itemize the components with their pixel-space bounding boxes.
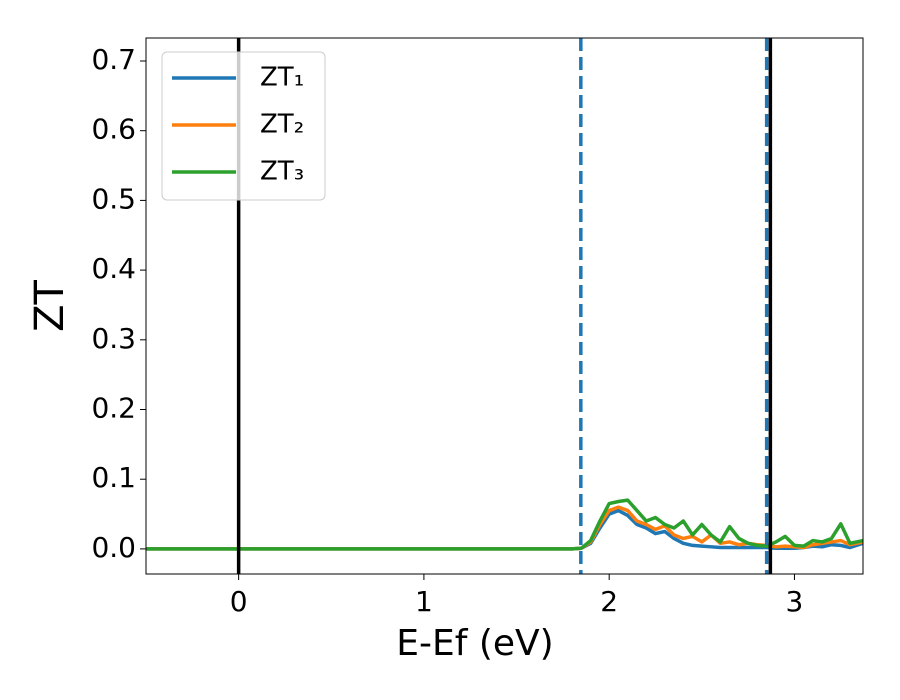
y-tick-label: 0.0 — [91, 531, 136, 564]
y-tick-label: 0.5 — [91, 182, 136, 215]
x-tick-label: 2 — [600, 585, 618, 618]
x-tick-label: 3 — [786, 585, 804, 618]
data-line — [146, 498, 863, 551]
legend-label: ZT₃ — [260, 157, 304, 187]
y-tick-label: 0.4 — [91, 252, 136, 285]
plot-area — [146, 38, 863, 574]
y-tick-label: 0.1 — [91, 461, 136, 494]
x-axis-label: E-Ef (eV) — [396, 623, 553, 664]
legend-label: ZT₂ — [260, 110, 304, 140]
x-tick-label: 0 — [230, 585, 248, 618]
y-tick-label: 0.2 — [91, 392, 136, 425]
y-tick-label: 0.3 — [91, 322, 136, 355]
legend-box — [161, 51, 326, 201]
y-axis-label: ZT — [27, 280, 73, 332]
y-tick-label: 0.7 — [91, 43, 136, 76]
legend: ZT₁ ZT₂ ZT₃ — [161, 51, 326, 201]
plot-frame — [145, 37, 864, 575]
x-tick-label: 1 — [415, 585, 433, 618]
data-line — [146, 505, 863, 551]
y-tick-label: 0.6 — [91, 113, 136, 146]
legend-label: ZT₁ — [260, 63, 304, 93]
